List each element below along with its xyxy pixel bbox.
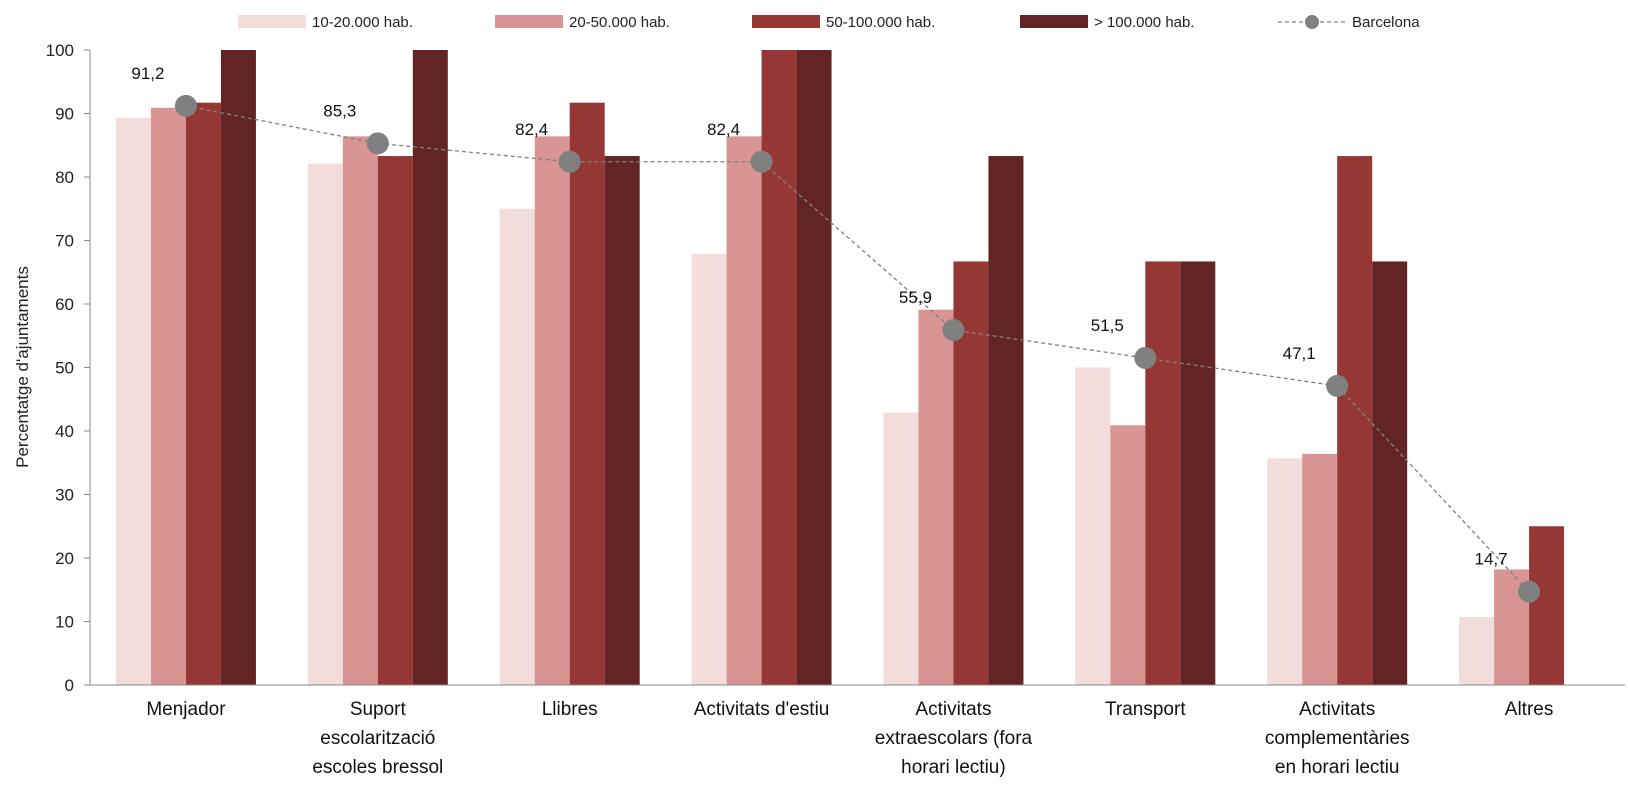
barcelona-point bbox=[1326, 374, 1349, 397]
x-axis: Menjador Suport escolarització escoles bres… bbox=[90, 684, 1625, 778]
bar bbox=[1075, 367, 1111, 685]
bar bbox=[883, 412, 919, 685]
data-label: 14,7 bbox=[1475, 550, 1508, 569]
x-tick-label: Transport bbox=[1105, 699, 1186, 720]
bar bbox=[1302, 453, 1338, 685]
bar bbox=[604, 156, 640, 686]
barcelona-point bbox=[558, 150, 581, 173]
bar bbox=[761, 50, 797, 685]
y-tick-label: 30 bbox=[55, 486, 74, 505]
bar bbox=[377, 156, 413, 686]
barcelona-point bbox=[750, 150, 773, 173]
bar bbox=[1459, 617, 1495, 685]
data-label: 85,3 bbox=[323, 101, 356, 120]
bar-series-group bbox=[115, 50, 1565, 686]
bar bbox=[1337, 156, 1373, 686]
y-tick-label: 80 bbox=[55, 168, 74, 187]
bar bbox=[220, 50, 256, 685]
data-label: 55,9 bbox=[899, 288, 932, 307]
chart-legend: 10-20.000 hab. 20-50.000 hab. 50-100.000 h… bbox=[238, 14, 1420, 31]
legend-label: Barcelona bbox=[1352, 14, 1420, 31]
y-tick-label: 10 bbox=[55, 613, 74, 632]
barcelona-line bbox=[185, 105, 1530, 593]
bar bbox=[1145, 261, 1181, 685]
y-tick-label: 20 bbox=[55, 549, 74, 568]
bar bbox=[988, 156, 1024, 686]
y-tick-label: 50 bbox=[55, 359, 74, 378]
legend-label: > 100.000 hab. bbox=[1094, 14, 1195, 31]
x-tick-label: Suport escolarització escoles bressol bbox=[312, 699, 443, 778]
data-label: 47,1 bbox=[1283, 344, 1316, 363]
legend-swatch bbox=[495, 15, 563, 28]
bar bbox=[534, 136, 570, 686]
y-tick-label: 90 bbox=[55, 105, 74, 124]
bar bbox=[1180, 261, 1216, 685]
data-label: 51,5 bbox=[1091, 316, 1124, 335]
y-axis-title: Percentatge d'ajuntaments bbox=[13, 266, 32, 468]
bar bbox=[1267, 458, 1303, 685]
data-label: 91,2 bbox=[131, 64, 164, 83]
bar bbox=[726, 136, 762, 686]
barcelona-point bbox=[174, 94, 197, 117]
data-label: 82,4 bbox=[707, 120, 740, 139]
x-tick-label: Llibres bbox=[542, 699, 598, 720]
legend-label: 50-100.000 hab. bbox=[826, 14, 935, 31]
bar bbox=[499, 208, 535, 685]
x-tick-label: Activitats extraescolars (fora horari lect… bbox=[875, 699, 1033, 778]
bar bbox=[115, 117, 151, 685]
y-axis: 0 10 20 30 40 50 60 70 80 90 100 bbox=[46, 41, 91, 695]
x-tick-label: Activitats d'estiu bbox=[694, 699, 830, 720]
legend-swatch bbox=[752, 15, 820, 28]
legend-swatch bbox=[1020, 15, 1088, 28]
barcelona-line-series: 91,2 85,3 82,4 82,4 55,9 51,5 47,1 14,7 bbox=[131, 64, 1541, 603]
y-tick-label: 40 bbox=[55, 422, 74, 441]
legend-marker bbox=[1305, 15, 1319, 29]
legend-label: 10-20.000 hab. bbox=[312, 14, 413, 31]
y-tick-label: 70 bbox=[55, 232, 74, 251]
bar bbox=[342, 136, 378, 686]
legend-swatch bbox=[238, 15, 306, 28]
legend-label: 20-50.000 hab. bbox=[569, 14, 670, 31]
barcelona-point bbox=[1518, 580, 1541, 603]
bar bbox=[1110, 425, 1146, 685]
y-tick-label: 100 bbox=[46, 41, 74, 60]
bar bbox=[918, 309, 954, 685]
barcelona-point bbox=[1134, 346, 1157, 369]
bar bbox=[185, 102, 221, 685]
x-tick-label: Activitats complementàries en horari lecti… bbox=[1265, 699, 1410, 778]
bar bbox=[150, 107, 186, 685]
bar bbox=[691, 253, 727, 685]
x-tick-label: Menjador bbox=[146, 699, 226, 720]
bar bbox=[1529, 526, 1565, 685]
y-tick-label: 60 bbox=[55, 295, 74, 314]
x-tick-label: Altres bbox=[1505, 699, 1554, 720]
bar bbox=[796, 50, 832, 685]
barcelona-point bbox=[366, 132, 389, 155]
bar bbox=[569, 102, 605, 685]
data-label: 82,4 bbox=[515, 120, 548, 139]
bar bbox=[412, 50, 448, 685]
bar bbox=[1372, 261, 1408, 685]
bar bbox=[307, 163, 343, 686]
y-tick-label: 0 bbox=[65, 676, 74, 695]
barcelona-point bbox=[942, 319, 965, 342]
